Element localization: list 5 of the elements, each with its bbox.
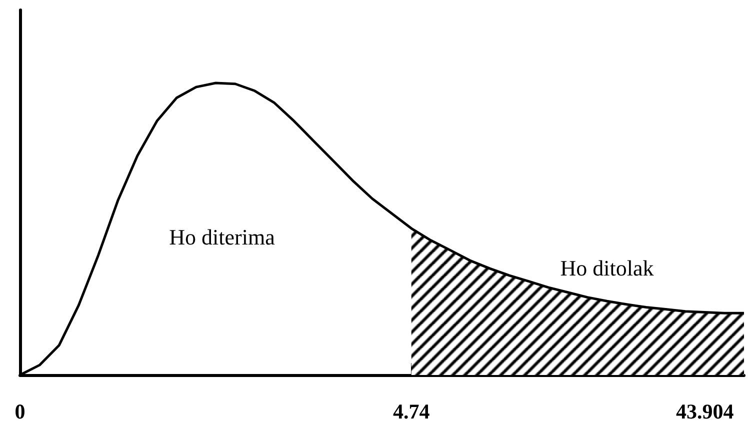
x-tick-label: 4.74 (392, 400, 430, 424)
annotation: Ho diterima (169, 224, 276, 250)
x-tick-label: 43.904 (676, 400, 734, 424)
x-tick-label: 0 (14, 400, 26, 424)
annotation: Ho ditolak (560, 256, 654, 280)
